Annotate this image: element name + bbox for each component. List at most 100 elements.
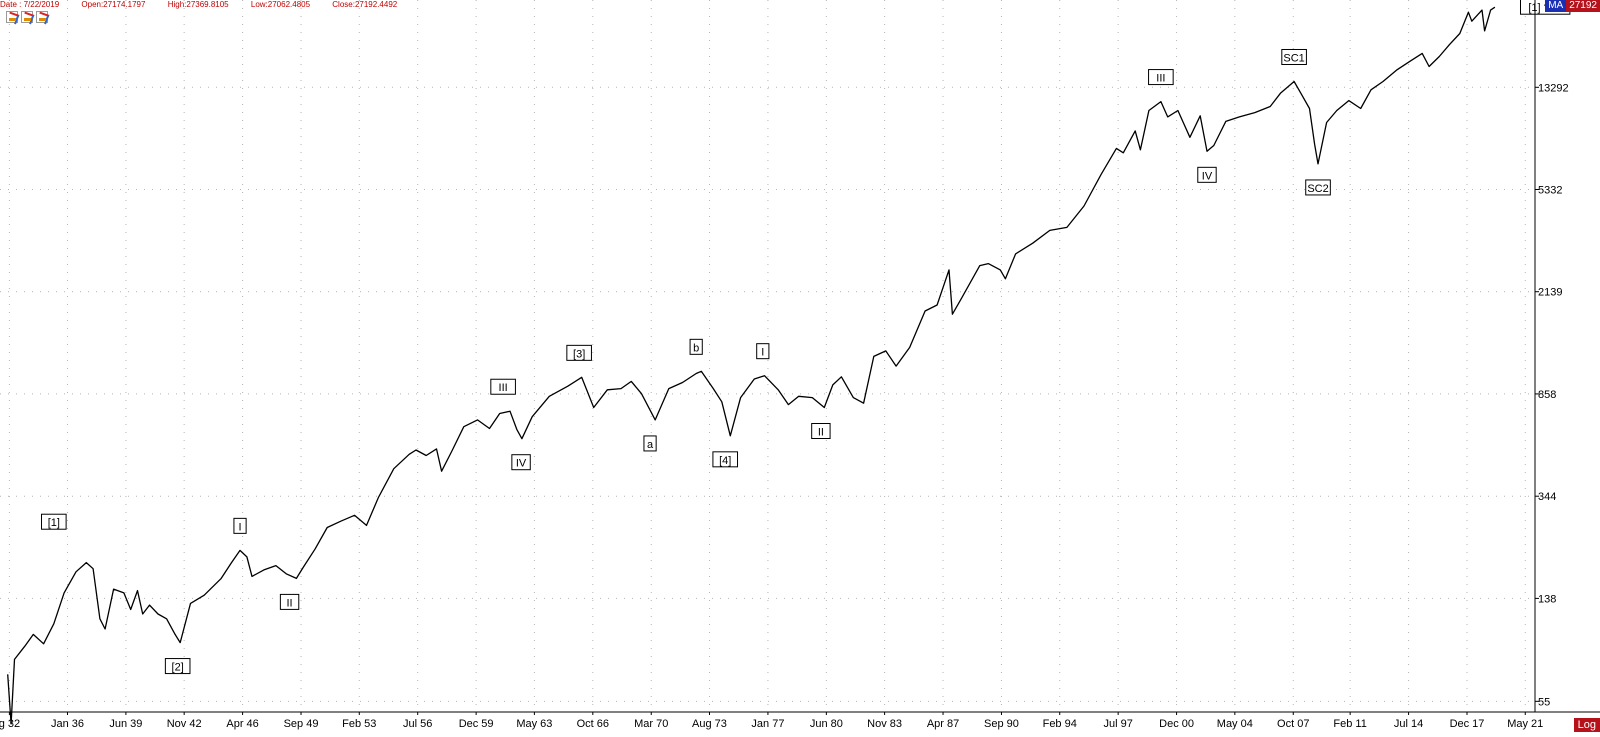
wave-label: b [689, 338, 703, 355]
wave-label: [3] [566, 344, 592, 361]
chart-tool-icon[interactable] [36, 11, 48, 23]
ohlc-readout: Date : 7/22/2019 Open:27174.1797 High:27… [0, 0, 417, 9]
x-tick-label: Jun 39 [109, 718, 142, 730]
y-tick-label: 13292 [1538, 82, 1569, 94]
price-series-line [7, 6, 1496, 725]
wave-label-text: I [238, 521, 241, 533]
open-readout: Open:27174.1797 [81, 0, 146, 9]
wave-label-box [1305, 179, 1331, 196]
wave-label-text: II [287, 597, 293, 609]
wave-label-text: b [693, 342, 699, 354]
wave-label-text: III [499, 382, 508, 394]
wave-label-box [643, 435, 657, 452]
chart-toolbar [6, 11, 48, 23]
x-tick-label: Feb 53 [342, 718, 376, 730]
wave-label-box [279, 593, 300, 610]
wave-label-box [712, 451, 739, 468]
wave-label-text: [3] [573, 348, 585, 360]
x-tick-label: Dec 59 [459, 718, 494, 730]
wave-label-box [490, 378, 516, 395]
x-tick-label: Dec 00 [1159, 718, 1194, 730]
wave-label-box [811, 422, 831, 439]
chart-tool-icon[interactable] [6, 11, 18, 23]
wave-label-box [511, 454, 531, 471]
x-tick-label: May 63 [516, 718, 552, 730]
wave-label-box [689, 338, 703, 355]
wave-label: [2] [164, 658, 191, 675]
wave-label-box [233, 517, 247, 534]
wave-label: SC2 [1305, 179, 1331, 196]
x-tick-label: Mar 70 [634, 718, 668, 730]
wave-label-text: SC1 [1283, 52, 1304, 64]
wave-label-layer: [1][2]IIIIIIIV[3]ab[4]IIIIIIIVSC1SC2[1] … [41, 0, 1571, 675]
price-line-layer [7, 6, 1496, 725]
wave-label-box [164, 658, 191, 675]
date-readout: Date : 7/22/2019 [0, 0, 60, 9]
y-tick-label: 2139 [1538, 287, 1562, 299]
wave-label-text: a [647, 439, 654, 451]
x-tick-label: Oct 07 [1277, 718, 1309, 730]
x-tick-label: Dec 17 [1450, 718, 1485, 730]
wave-label-text: [2] [172, 662, 184, 674]
wave-label-box [41, 513, 67, 530]
x-axis: g 32 Jan 36 Jun 39 Nov 42 Apr 46 Sep 49 Feb 53… [0, 711, 1600, 730]
x-tick-label: Sep 49 [284, 718, 319, 730]
wave-label-box [1148, 69, 1174, 86]
x-tick-label: Nov 42 [167, 718, 202, 730]
x-tick-label: Sep 90 [984, 718, 1019, 730]
x-tick-label: Jul 97 [1103, 718, 1132, 730]
wave-label: a [643, 435, 657, 452]
wave-label-text: IV [1202, 170, 1213, 182]
x-tick-label: Jul 14 [1394, 718, 1423, 730]
x-tick-label: Aug 73 [692, 718, 727, 730]
wave-label-text: IV [516, 458, 527, 470]
close-price-badge: 27192 [1566, 0, 1600, 12]
wave-label: I [233, 517, 247, 534]
x-tick-label: Feb 94 [1043, 718, 1077, 730]
wave-label: III [490, 378, 516, 395]
high-readout: High:27369.8105 [167, 0, 229, 9]
x-tick-label: Jul 56 [403, 718, 432, 730]
wave-label-box [1197, 166, 1217, 183]
x-tick-label: Jan 77 [751, 718, 784, 730]
y-tick-label: 138 [1538, 593, 1556, 605]
last-price-badge: MA 27192 [1545, 0, 1600, 12]
x-tick-label: May 21 [1507, 718, 1543, 730]
x-tick-label: Jun 80 [810, 718, 843, 730]
low-readout: Low:27062.4805 [250, 0, 311, 9]
y-tick-label: 5332 [1538, 185, 1562, 197]
wave-label-text: I [761, 347, 764, 359]
wave-label: I [756, 343, 770, 360]
y-axis: 55 138 344 858 2139 5332 13292 [1534, 0, 1569, 712]
wave-label-box [756, 343, 770, 360]
x-tick-label: Jan 36 [51, 718, 84, 730]
wave-label-text: SC2 [1307, 183, 1328, 195]
log-scale-toggle[interactable]: Log [1573, 718, 1600, 732]
wave-label: II [279, 593, 300, 610]
wave-label-box [1281, 48, 1307, 65]
wave-label-text: II [818, 426, 824, 438]
wave-label: [1] [41, 513, 67, 530]
y-tick-label: 55 [1538, 696, 1550, 708]
wave-label: SC1 [1281, 48, 1307, 65]
x-tick-label: g 32 [0, 718, 20, 730]
x-tick-label: Oct 66 [577, 718, 609, 730]
y-tick-label: 344 [1538, 491, 1556, 503]
chart-tool-icon[interactable] [21, 11, 33, 23]
x-tick-label: Feb 11 [1333, 718, 1366, 730]
wave-label: IV [1197, 166, 1217, 183]
wave-label-text: III [1156, 73, 1165, 85]
wave-label-box [566, 344, 592, 361]
wave-label: II [811, 422, 831, 439]
wave-label: IV [511, 454, 531, 471]
wave-label-text: [1] [48, 517, 60, 529]
x-tick-label: May 04 [1217, 718, 1253, 730]
wave-label: [4] [712, 451, 739, 468]
ma-badge: MA [1545, 0, 1567, 12]
x-tick-label: Apr 87 [927, 718, 959, 730]
x-tick-label: Nov 83 [867, 718, 902, 730]
wave-label: III [1148, 69, 1174, 86]
wave-label-text: [4] [719, 455, 731, 467]
